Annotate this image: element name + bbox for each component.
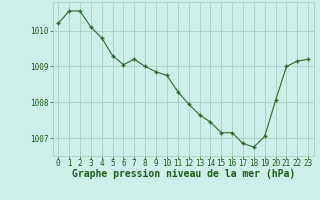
- X-axis label: Graphe pression niveau de la mer (hPa): Graphe pression niveau de la mer (hPa): [72, 169, 295, 179]
